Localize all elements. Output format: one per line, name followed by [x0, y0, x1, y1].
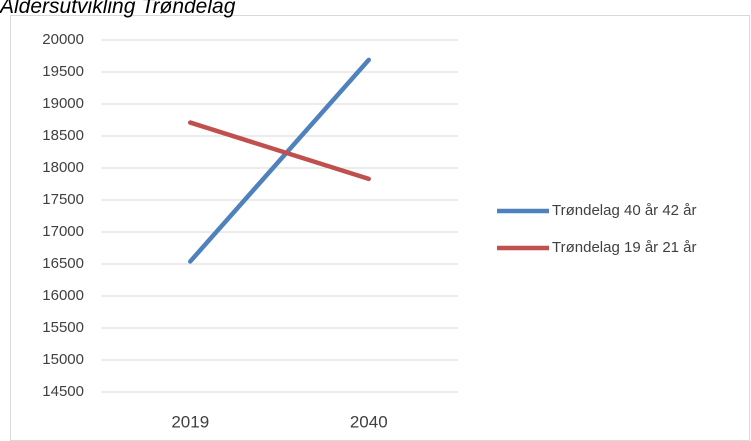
y-tick-label: 18000	[42, 159, 84, 176]
chart-frame	[10, 15, 750, 441]
y-tick-label: 16500	[42, 255, 84, 272]
y-tick-label: 19000	[42, 95, 84, 112]
y-tick-label: 15500	[42, 319, 84, 336]
y-tick-label: 20000	[42, 31, 84, 48]
y-tick-label: 16000	[42, 287, 84, 304]
x-tick-label: 2019	[171, 412, 209, 431]
line-series	[188, 57, 371, 264]
y-tick-label: 17500	[42, 191, 84, 208]
legend-label: Trøndelag 40 år 42 år	[552, 202, 697, 219]
chart-title: Aldersutvikling Trøndelag	[0, 0, 236, 18]
y-tick-label: 15000	[42, 351, 84, 368]
x-tick-label: 2040	[350, 412, 388, 431]
y-tick-label: 19500	[42, 63, 84, 80]
y-tick-label: 17000	[42, 223, 84, 240]
y-tick-label: 14500	[42, 383, 84, 400]
y-tick-label: 18500	[42, 127, 84, 144]
line-series	[188, 120, 371, 182]
legend-label: Trøndelag 19 år 21 år	[552, 239, 697, 256]
